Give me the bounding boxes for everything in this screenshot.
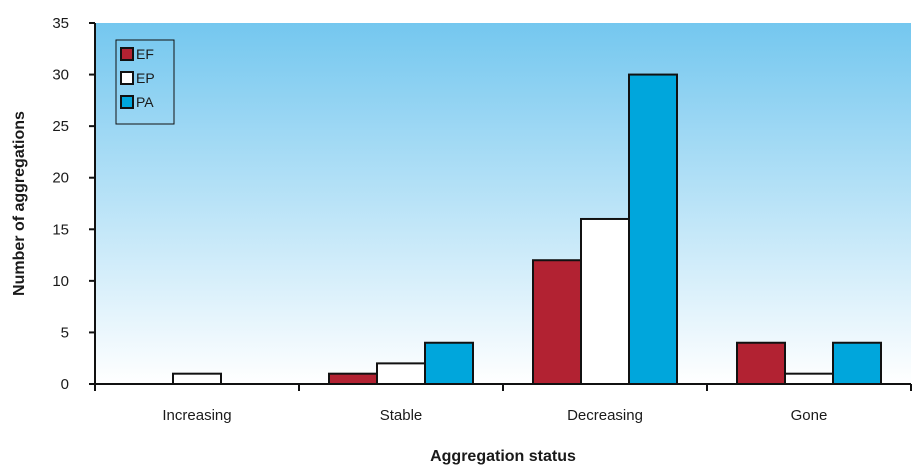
legend-swatch-ep xyxy=(120,71,134,85)
y-tick-label: 5 xyxy=(61,324,69,341)
bar-ep-increasing xyxy=(172,372,222,385)
y-tick-label: 35 xyxy=(52,15,69,32)
legend-label-pa: PA xyxy=(136,94,154,110)
bar-pa-stable xyxy=(424,341,474,385)
bar-ep-stable xyxy=(376,362,426,385)
y-tick-label: 0 xyxy=(61,376,69,393)
bar-ef-stable xyxy=(328,372,378,385)
y-tick-label: 30 xyxy=(52,67,69,84)
legend-label-ef: EF xyxy=(136,46,154,62)
legend-swatch-ef xyxy=(120,47,134,61)
bar-ef-gone xyxy=(736,341,786,385)
y-axis-title: Number of aggregations xyxy=(11,111,28,296)
y-tick-label: 10 xyxy=(52,273,69,290)
bar-ef-decreasing xyxy=(532,259,582,386)
legend-box xyxy=(115,39,175,125)
y-tick-label: 15 xyxy=(52,221,69,238)
y-tick-label: 25 xyxy=(52,118,69,135)
bar-pa-decreasing xyxy=(628,73,678,385)
x-category-label-stable: Stable xyxy=(380,407,423,424)
x-category-label-gone: Gone xyxy=(791,407,828,424)
x-category-label-increasing: Increasing xyxy=(162,407,231,424)
legend: EF EP PA xyxy=(115,39,175,125)
plot-area xyxy=(95,23,911,384)
y-tick-label: 20 xyxy=(52,170,69,187)
x-category-label-decreasing: Decreasing xyxy=(567,407,643,424)
bar-pa-gone xyxy=(832,341,882,385)
axes: 0 5 10 15 20 25 30 35 Increasing Stable Decreasing… xyxy=(52,15,912,424)
bar-ep-decreasing xyxy=(580,217,630,385)
legend-swatch-pa xyxy=(120,95,134,109)
bars xyxy=(172,73,882,386)
bar-ep-gone xyxy=(784,372,834,385)
legend-label-ep: EP xyxy=(136,70,155,86)
x-axis-title: Aggregation status xyxy=(430,448,576,465)
